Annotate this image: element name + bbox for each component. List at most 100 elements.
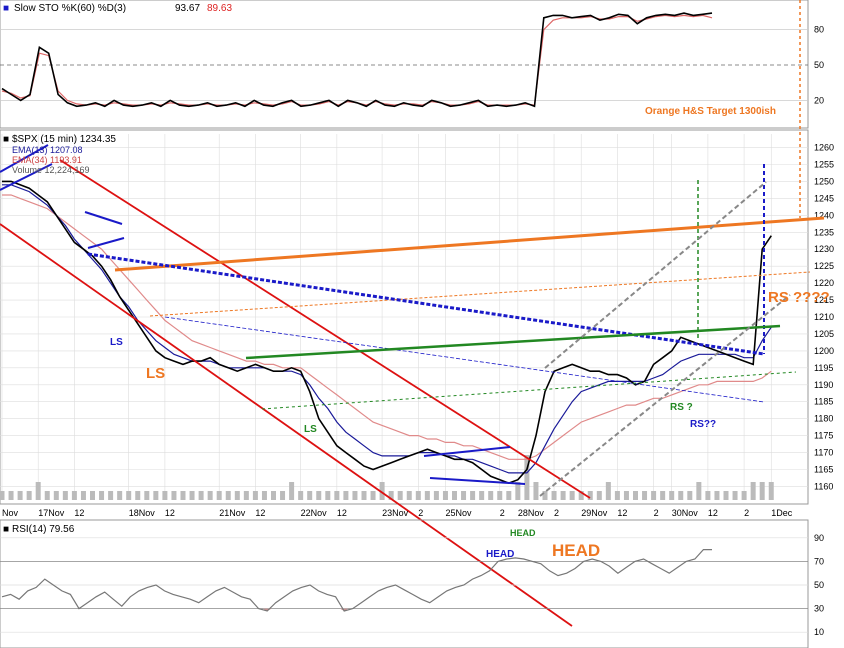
head-orange-label: HEAD (552, 541, 600, 560)
x-tick-label: 2 (500, 508, 505, 518)
x-tick-label: 18Nov (129, 508, 156, 518)
price-tick-label: 1180 (814, 414, 833, 424)
volume-bar (461, 491, 467, 500)
sto-label: Slow STO %K(60) %D(3) (14, 3, 126, 14)
volume-bar (415, 491, 421, 500)
price-tick-label: 1195 (814, 363, 833, 373)
x-tick-label: 25Nov (445, 508, 472, 518)
volume-bar (732, 491, 738, 500)
ema34-line (2, 194, 772, 460)
volume-bar (44, 491, 50, 500)
price-tick-label: 1190 (814, 380, 833, 390)
rsi-line (1, 548, 712, 612)
x-tick-label: Nov (2, 508, 19, 518)
price-tick-label: 1255 (814, 160, 834, 170)
price-tick-label: 1170 (814, 448, 833, 458)
rsi-tick-label: 70 (814, 556, 824, 566)
orange-neckline (114, 216, 825, 272)
price-tick-label: 1260 (814, 143, 834, 153)
x-tick-label: 17Nov (38, 508, 65, 518)
volume-bar (26, 491, 32, 500)
volume-bar (596, 491, 602, 500)
volume-bar (660, 491, 666, 500)
volume-bar (542, 491, 548, 500)
x-tick-label: 23Nov (382, 508, 409, 518)
volume-bar (126, 491, 132, 500)
volume-bar (361, 491, 367, 500)
volume-bar (470, 491, 476, 500)
ls-orange-label: LS (146, 365, 165, 382)
x-tick-label: 12 (708, 508, 718, 518)
price-tick-label: 1225 (814, 261, 834, 271)
price-grid (0, 134, 808, 500)
red-channel-upper (59, 159, 591, 499)
volume-bar (307, 491, 313, 500)
sto-k-value: 93.67 (175, 3, 200, 14)
volume-bar (80, 491, 86, 500)
volume-bar (370, 491, 376, 500)
price-symbol-label: $SPX (15 min) 1234.35 (12, 134, 116, 145)
stochastic-tick-labels: 20 50 80 (814, 25, 824, 106)
volume-bar (479, 491, 485, 500)
rsi-panel: 10 30 50 70 90 ■ RSI(14) 79.56 HEAD HEAD HEA… (0, 519, 824, 648)
green-neckline (245, 324, 781, 360)
volume-bar (171, 491, 177, 500)
volume-bar (442, 491, 448, 500)
rsi-tick-labels: 10 30 50 70 90 (814, 533, 824, 637)
volume-bar (723, 491, 729, 500)
gray-channel-upper (544, 181, 767, 369)
price-tick-label: 1210 (814, 312, 834, 322)
volume-bar (90, 491, 95, 500)
blue-left-top-line-2 (0, 163, 53, 191)
price-tick-label: 1235 (814, 227, 834, 237)
volume-bar (488, 491, 494, 500)
price-line (2, 180, 772, 484)
ls-green-label: LS (304, 424, 317, 435)
x-tick-label: 29Nov (581, 508, 608, 518)
stochastic-tick-label: 50 (814, 60, 824, 70)
red-channel-lower (0, 223, 573, 627)
volume-bar (216, 491, 222, 500)
volume-bar (452, 491, 457, 500)
volume-bar (397, 491, 403, 500)
volume-bar (162, 491, 168, 500)
sto-d-value: 89.63 (207, 3, 232, 14)
blue-left-top-line (0, 144, 49, 173)
volume-bar (144, 491, 150, 500)
x-tick-label: 2 (418, 508, 423, 518)
spx-icon: ■ (3, 134, 9, 145)
volume-bar (424, 491, 430, 500)
volume-bar (289, 482, 295, 500)
volume-bar (623, 491, 629, 500)
x-tick-label: 12 (255, 508, 265, 518)
volume-bar (587, 491, 593, 500)
price-tick-label: 1215 (814, 295, 834, 305)
volume-bar (578, 491, 584, 500)
volume-bar (678, 491, 684, 500)
ema34-legend: EMA(34) 1193.91 (12, 155, 82, 165)
price-tick-label: 1230 (814, 244, 834, 254)
volume-bar (669, 491, 675, 500)
rsi-tick-label: 50 (814, 580, 824, 590)
x-tick-label: 12 (74, 508, 84, 518)
volume-bar (8, 491, 14, 500)
volume-bar (298, 491, 304, 500)
x-tick-label: 12 (337, 508, 347, 518)
volume-bar (0, 491, 5, 500)
stochastic-panel: 20 50 80 ■ Slow STO %K(60) %D(3) 93.67 89.… (0, 0, 824, 129)
volume-bar (506, 491, 512, 500)
volume-bar (71, 491, 77, 500)
volume-bar (614, 491, 620, 500)
x-tick-label: 21Nov (219, 508, 246, 518)
rsi-tick-label: 90 (814, 533, 824, 543)
volume-bar (225, 491, 231, 500)
price-tick-label: 1240 (814, 210, 834, 220)
blue-triangle-bottom (87, 237, 125, 249)
stochastic-k-line (1, 12, 713, 108)
x-tick-label: 30Nov (672, 508, 699, 518)
volume-bar (633, 491, 638, 500)
price-panel: 1160 1165 1170 1175 1180 1185 1190 1195 1200 1205… (0, 0, 834, 627)
volume-bar (198, 491, 204, 500)
price-tick-label: 1185 (814, 397, 833, 407)
